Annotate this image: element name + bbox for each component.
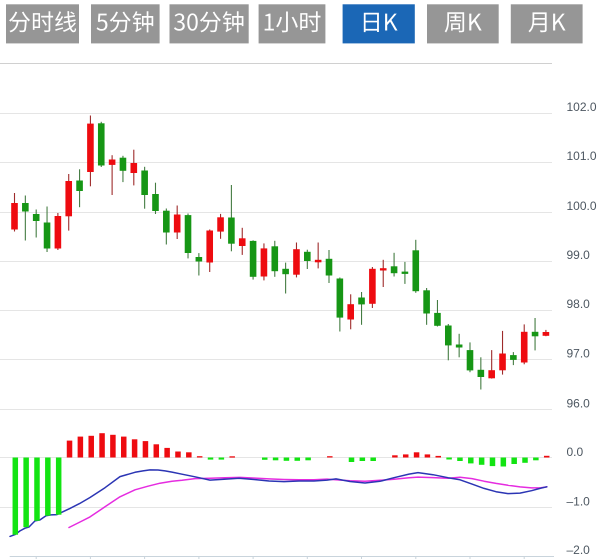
svg-text:97.0: 97.0 [567,347,591,361]
svg-text:100.0: 100.0 [567,199,597,213]
svg-text:102.0: 102.0 [567,100,597,114]
svg-text:98.0: 98.0 [567,297,591,311]
svg-text:–1.0: –1.0 [567,495,591,509]
svg-text:–2.0: –2.0 [567,543,591,557]
svg-text:99.0: 99.0 [567,248,591,262]
svg-text:0.0: 0.0 [567,445,584,459]
svg-text:101.0: 101.0 [567,149,597,163]
svg-text:96.0: 96.0 [567,397,591,411]
